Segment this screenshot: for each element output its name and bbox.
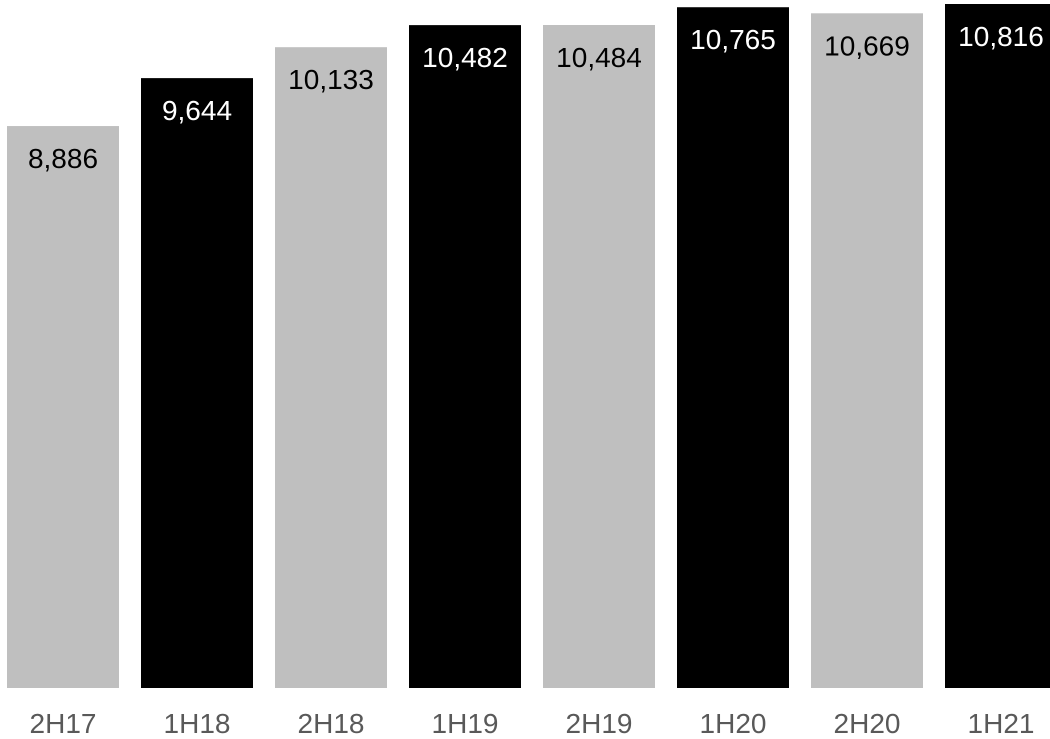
data-label-2H18: 10,133	[288, 64, 374, 95]
data-label-1H21: 10,816	[958, 21, 1044, 52]
bar-2H19	[543, 24, 655, 689]
value-labels-group: 8,886 9,644 10,133 10,482 10,484 10,765 10,669…	[28, 21, 1044, 174]
x-tick-label-2H19: 2H19	[566, 708, 633, 739]
bar-1H19	[409, 25, 521, 688]
bar-2H20	[811, 13, 923, 689]
data-label-1H20: 10,765	[690, 24, 776, 55]
x-tick-label-2H20: 2H20	[834, 708, 901, 739]
bar-1H18	[141, 78, 253, 688]
x-tick-label-2H17: 2H17	[30, 708, 97, 739]
data-label-1H18: 9,644	[162, 95, 232, 126]
data-label-2H19: 10,484	[556, 42, 642, 73]
x-axis-tick-labels: 2H17 1H18 2H18 1H19 2H19 1H20 2H20 1H21	[30, 708, 1035, 739]
data-label-1H19: 10,482	[422, 42, 508, 73]
bar-2H17	[7, 126, 119, 689]
data-label-2H20: 10,669	[824, 30, 910, 61]
x-tick-label-1H18: 1H18	[164, 708, 231, 739]
x-tick-label-2H18: 2H18	[298, 708, 365, 739]
bar-2H18	[275, 47, 387, 688]
data-label-2H17: 8,886	[28, 143, 98, 174]
x-tick-label-1H20: 1H20	[700, 708, 767, 739]
x-tick-label-1H19: 1H19	[432, 708, 499, 739]
x-tick-label-1H21: 1H21	[968, 708, 1035, 739]
bar-1H21	[945, 4, 1050, 688]
bar-1H20	[677, 7, 789, 689]
bars-group	[7, 4, 1050, 689]
